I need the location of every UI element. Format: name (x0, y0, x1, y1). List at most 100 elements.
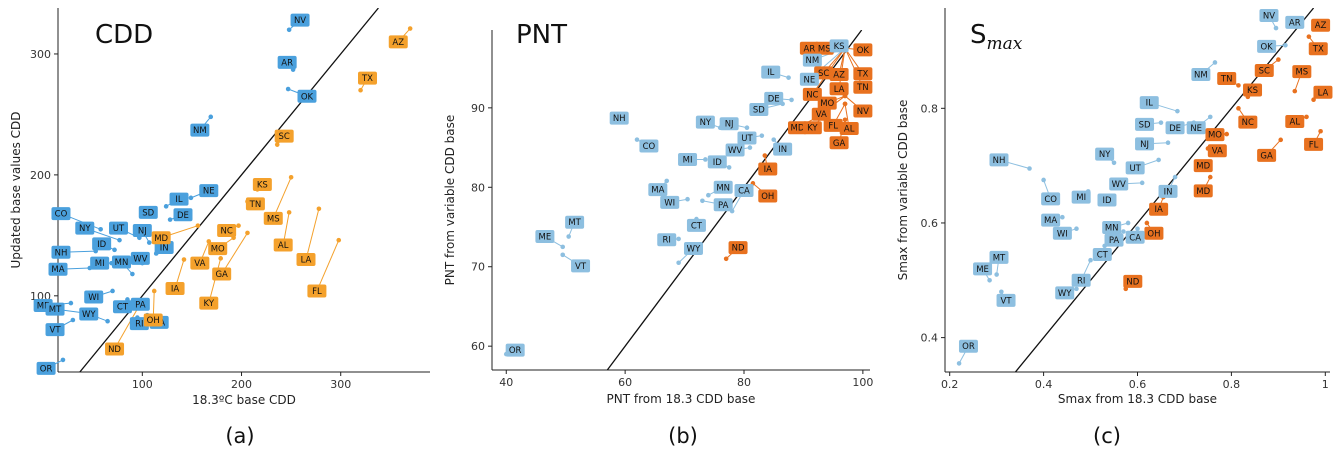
data-point (1027, 166, 1032, 171)
label-box (1071, 273, 1091, 287)
state-label: NH (55, 248, 68, 258)
label-box (535, 230, 555, 244)
state-label: AZ (392, 38, 404, 48)
state-label: ND (1126, 277, 1139, 287)
data-point (1135, 226, 1140, 231)
label-box (814, 41, 834, 55)
state-label: MS (1295, 68, 1308, 78)
label-box (92, 237, 112, 251)
label-box (799, 72, 819, 86)
data-point (1172, 174, 1178, 180)
label-box (773, 142, 793, 156)
data-point (560, 244, 566, 250)
data-point (407, 26, 413, 31)
label-box (811, 107, 831, 121)
label-box (1254, 63, 1274, 77)
y-tick-label: 0.6 (921, 217, 939, 230)
state-label: WY (1058, 289, 1072, 299)
label-box (90, 256, 110, 270)
label-box (130, 251, 150, 265)
data-point (195, 223, 201, 228)
state-label: AL (278, 241, 289, 251)
label-box (707, 155, 727, 169)
panel-sublabel: (b) (668, 424, 698, 448)
state-label: RI (135, 320, 143, 330)
label-box (45, 323, 65, 337)
state-label: MI (95, 259, 105, 269)
state-label: WV (728, 146, 742, 156)
label-box (45, 302, 65, 316)
data-point (208, 114, 214, 120)
data-point (1278, 137, 1284, 143)
label-box (1257, 148, 1277, 162)
label-box (996, 293, 1016, 307)
data-point (163, 204, 169, 209)
data-point (1111, 160, 1117, 166)
state-label: VT (1001, 296, 1013, 306)
state-label: UT (1129, 164, 1141, 174)
points (956, 17, 1323, 366)
state-label: NM (1194, 70, 1208, 80)
state-label: OR (962, 342, 975, 352)
state-label: WI (1057, 229, 1068, 239)
state-label: SD (1139, 120, 1151, 130)
y-tick-label: 60 (471, 340, 485, 353)
state-label: AR (1289, 18, 1301, 28)
label-box (648, 183, 668, 197)
x-tick-label: 0.4 (1035, 378, 1053, 391)
data-point (956, 361, 962, 366)
state-label: CT (1097, 250, 1109, 260)
label-box (199, 296, 219, 310)
label-box (51, 207, 71, 221)
data-point (706, 192, 711, 198)
data-point (245, 230, 250, 236)
state-label: NH (993, 156, 1006, 166)
state-label: ME (37, 301, 50, 311)
label-box (1238, 115, 1258, 129)
data-point (1306, 34, 1312, 39)
data-point (358, 87, 363, 93)
data-point (274, 142, 280, 147)
label-box (84, 290, 104, 304)
label-box (1186, 121, 1206, 135)
label-box (713, 180, 733, 194)
label-box (1207, 144, 1227, 158)
label-box (109, 221, 129, 235)
state-label: NY (700, 118, 712, 128)
data-point (1139, 180, 1145, 186)
leader-line (305, 208, 320, 260)
state-label: TX (1312, 45, 1324, 55)
data-point (1088, 257, 1093, 263)
data-point (987, 277, 992, 283)
state-label: CO (55, 210, 68, 220)
state-label: MA (651, 186, 664, 196)
x-tick-label: 40 (499, 376, 513, 389)
label-box (1304, 137, 1324, 151)
data-point (236, 223, 241, 228)
state-label: OH (761, 192, 774, 202)
label-box (1193, 184, 1213, 198)
state-label: WI (664, 198, 675, 208)
y-tick-label: 70 (471, 261, 485, 274)
data-point (1236, 83, 1241, 88)
point-labels: NV AR OK NM NE IL SD DE CO NY UT NJ ID NH IN WV MI MN MA WI… (33, 13, 408, 375)
data-point (1273, 25, 1279, 31)
data-point (146, 240, 152, 245)
label-box (683, 241, 703, 255)
y-tick-label: 200 (30, 169, 51, 182)
data-point (685, 196, 690, 202)
state-label: MS (818, 44, 831, 54)
state-label: UT (741, 134, 753, 144)
state-label: NH (613, 114, 626, 124)
label-box (307, 284, 327, 298)
state-label: MT (568, 218, 581, 228)
state-label: KS (1247, 86, 1258, 96)
label-box (1191, 67, 1211, 81)
label-box (169, 192, 189, 206)
label-box (764, 91, 784, 105)
label-box (973, 262, 993, 276)
label-box (277, 55, 297, 69)
data-point (316, 206, 322, 212)
state-label: MD (1196, 187, 1210, 197)
